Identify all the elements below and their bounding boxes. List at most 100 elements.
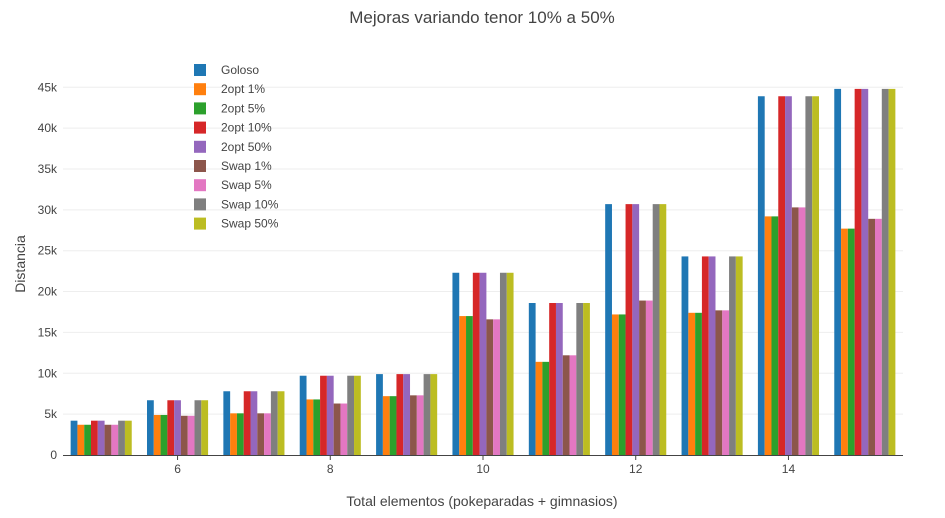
bar-2opt-10--10[interactable]: [472, 272, 480, 455]
bar-swap-10--12[interactable]: [652, 204, 660, 455]
bar-swap-10--8[interactable]: [347, 375, 355, 455]
bar-swap-10--6[interactable]: [194, 400, 202, 455]
bar-swap-1--10[interactable]: [486, 319, 494, 455]
bar-2opt-50--15[interactable]: [861, 88, 869, 455]
bar-swap-50--12[interactable]: [659, 204, 667, 455]
bar-swap-1--11[interactable]: [562, 355, 570, 455]
bar-swap-50--15[interactable]: [888, 88, 896, 455]
bar-swap-1--5[interactable]: [104, 424, 112, 455]
bar-2opt-5--13[interactable]: [695, 312, 702, 455]
bar-swap-1--15[interactable]: [868, 218, 875, 455]
bar-goloso-6[interactable]: [147, 400, 154, 455]
bar-goloso-14[interactable]: [757, 96, 765, 455]
bar-swap-50--5[interactable]: [124, 420, 132, 455]
bar-2opt-1--13[interactable]: [688, 312, 696, 455]
bar-2opt-1--11[interactable]: [535, 361, 543, 455]
bar-swap-1--12[interactable]: [639, 300, 646, 455]
bar-swap-5--9[interactable]: [416, 395, 424, 455]
legend-item-swap-10-[interactable]: Swap 10%: [194, 197, 279, 211]
bar-2opt-5--14[interactable]: [771, 216, 779, 455]
legend[interactable]: Goloso 2opt 1% 2opt 5% 2opt 10% 2opt 50% Swap…: [194, 63, 279, 231]
bar-2opt-10--6[interactable]: [167, 400, 175, 455]
bar-swap-50--14[interactable]: [812, 96, 819, 455]
bar-2opt-10--15[interactable]: [854, 88, 862, 455]
bar-goloso-5[interactable]: [70, 420, 78, 455]
legend-item-swap-1-[interactable]: Swap 1%: [194, 159, 272, 173]
legend-item-2opt-10-[interactable]: 2opt 10%: [194, 121, 272, 135]
bar-swap-5--7[interactable]: [264, 413, 271, 455]
bar-2opt-10--7[interactable]: [243, 391, 251, 455]
bar-2opt-50--14[interactable]: [785, 96, 792, 455]
bar-swap-5--14[interactable]: [798, 207, 806, 455]
bar-swap-5--11[interactable]: [569, 355, 577, 455]
bar-goloso-12[interactable]: [605, 204, 612, 455]
bar-2opt-5--15[interactable]: [847, 228, 855, 455]
bar-swap-5--15[interactable]: [875, 218, 882, 455]
bar-swap-50--10[interactable]: [506, 272, 514, 455]
bar-swap-10--10[interactable]: [499, 272, 507, 455]
bar-2opt-1--12[interactable]: [611, 314, 619, 455]
bar-swap-50--11[interactable]: [583, 303, 590, 455]
bar-2opt-5--9[interactable]: [389, 396, 397, 455]
bar-swap-5--12[interactable]: [645, 300, 653, 455]
bar-2opt-1--6[interactable]: [153, 414, 161, 455]
bar-swap-50--13[interactable]: [735, 256, 743, 455]
bar-2opt-10--11[interactable]: [549, 303, 556, 455]
bar-2opt-10--5[interactable]: [91, 420, 98, 455]
legend-item-swap-5-[interactable]: Swap 5%: [194, 178, 272, 192]
bar-swap-50--6[interactable]: [201, 400, 209, 455]
bar-swap-10--7[interactable]: [270, 391, 278, 455]
bar-swap-1--13[interactable]: [715, 310, 723, 455]
bar-2opt-50--9[interactable]: [403, 374, 411, 455]
legend-item-goloso[interactable]: Goloso: [194, 63, 259, 77]
bar-2opt-50--13[interactable]: [708, 256, 716, 455]
bar-2opt-5--8[interactable]: [313, 399, 321, 455]
bar-swap-50--8[interactable]: [354, 375, 361, 455]
bar-2opt-1--14[interactable]: [764, 216, 772, 455]
bar-swap-1--14[interactable]: [791, 207, 799, 455]
bar-2opt-5--5[interactable]: [84, 424, 91, 455]
bar-goloso-10[interactable]: [452, 272, 460, 455]
legend-item-2opt-1-[interactable]: 2opt 1%: [194, 82, 265, 96]
bar-2opt-10--13[interactable]: [701, 256, 709, 455]
bar-2opt-10--14[interactable]: [778, 96, 786, 455]
bar-2opt-1--8[interactable]: [306, 399, 314, 455]
bar-goloso-7[interactable]: [223, 391, 231, 455]
bar-swap-5--8[interactable]: [340, 403, 348, 455]
bar-swap-1--7[interactable]: [257, 413, 265, 455]
bar-2opt-5--12[interactable]: [618, 314, 626, 455]
bar-2opt-50--7[interactable]: [250, 391, 258, 455]
bar-goloso-15[interactable]: [834, 88, 842, 455]
bar-swap-5--6[interactable]: [187, 415, 195, 455]
bar-swap-5--5[interactable]: [111, 424, 119, 455]
bar-goloso-8[interactable]: [299, 375, 307, 455]
bar-2opt-10--8[interactable]: [320, 375, 327, 455]
bar-2opt-1--5[interactable]: [77, 424, 85, 455]
bar-swap-1--6[interactable]: [180, 415, 188, 455]
bar-swap-5--13[interactable]: [722, 310, 730, 455]
bar-swap-10--13[interactable]: [729, 256, 736, 455]
bar-2opt-5--7[interactable]: [236, 413, 244, 455]
bar-2opt-50--10[interactable]: [479, 272, 487, 455]
bar-2opt-10--9[interactable]: [396, 374, 404, 455]
bar-swap-10--14[interactable]: [805, 96, 813, 455]
bar-swap-10--15[interactable]: [881, 88, 889, 455]
bar-swap-10--9[interactable]: [423, 374, 431, 455]
bar-2opt-1--7[interactable]: [230, 413, 237, 455]
bar-2opt-50--12[interactable]: [632, 204, 640, 455]
bar-swap-10--11[interactable]: [576, 303, 584, 455]
bar-2opt-5--10[interactable]: [466, 316, 473, 455]
bar-2opt-50--6[interactable]: [174, 400, 181, 455]
bar-goloso-9[interactable]: [376, 374, 383, 455]
legend-item-swap-50-[interactable]: Swap 50%: [194, 217, 279, 231]
bar-2opt-5--6[interactable]: [160, 414, 168, 455]
bar-2opt-1--10[interactable]: [459, 316, 467, 455]
legend-item-2opt-50-[interactable]: 2opt 50%: [194, 140, 272, 154]
bar-swap-5--10[interactable]: [493, 319, 500, 455]
bar-2opt-50--8[interactable]: [326, 375, 334, 455]
bar-2opt-10--12[interactable]: [625, 204, 633, 455]
bar-swap-10--5[interactable]: [118, 420, 125, 455]
bar-goloso-13[interactable]: [681, 256, 689, 455]
legend-item-2opt-5-[interactable]: 2opt 5%: [194, 101, 265, 115]
bar-2opt-50--5[interactable]: [97, 420, 105, 455]
